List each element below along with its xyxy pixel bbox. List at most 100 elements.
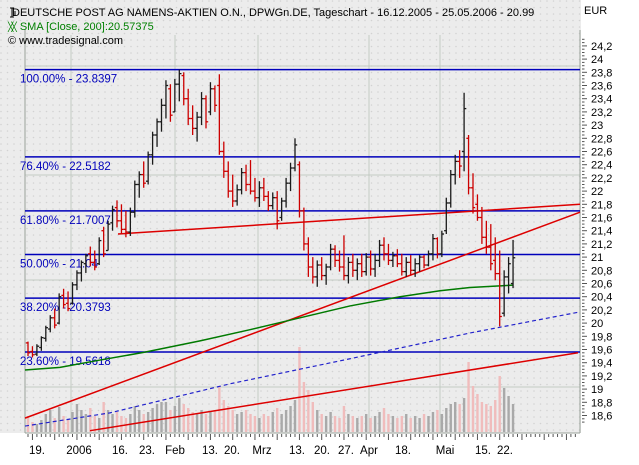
volume-bar: [267, 416, 270, 432]
volume-bar: [204, 414, 208, 432]
y-axis-label: 22,6: [591, 147, 612, 159]
volume-bar: [133, 406, 136, 432]
x-axis-label: Mai: [436, 445, 455, 457]
y-axis-label: 19: [591, 384, 603, 396]
y-axis-label: 24,2: [591, 41, 612, 53]
volume-bar: [178, 398, 181, 432]
volume-bar: [467, 362, 470, 432]
y-axis-label: 19,2: [591, 371, 612, 383]
y-axis-label: 20,4: [591, 292, 612, 304]
volume-bar: [284, 410, 288, 432]
y-axis-label: 22,2: [591, 173, 612, 185]
y-axis-label: 23,8: [591, 67, 612, 79]
volume-bar: [244, 410, 248, 432]
sma-indicator-icon: ╳╳: [8, 22, 17, 32]
volume-bar: [324, 416, 328, 432]
volume-bar: [218, 386, 221, 432]
volume-bar: [307, 390, 310, 432]
trendline-upper-resistance: [117, 203, 581, 235]
x-axis-label: 15.: [475, 445, 491, 457]
y-axis-label: 19,4: [591, 358, 612, 370]
volume-bar: [396, 418, 399, 432]
y-axis-label: 18,6: [591, 411, 612, 423]
x-axis-label: Feb: [165, 445, 185, 457]
x-axis-label: Apr: [360, 445, 378, 457]
volume-bar: [71, 412, 74, 432]
volume-bar: [418, 418, 421, 432]
volume-bar: [316, 410, 319, 432]
x-axis-label: 18.: [395, 445, 411, 457]
volume-bar: [360, 416, 363, 432]
volume-bar: [62, 416, 65, 432]
volume-bar: [129, 414, 132, 432]
volume-bar: [57, 407, 61, 432]
x-axis-label: 23.: [139, 445, 155, 457]
x-axis-label: 16.: [112, 445, 128, 457]
y-axis-label: 21,8: [591, 199, 612, 211]
volume-bar: [342, 406, 346, 432]
volume-bar: [209, 412, 212, 432]
x-axis-label: 20.: [314, 445, 330, 457]
volume-bar: [293, 400, 297, 432]
volume-bar: [289, 406, 292, 432]
volume-bar: [93, 416, 96, 432]
y-axis-label: 23: [591, 120, 603, 132]
volume-bar: [155, 404, 159, 432]
y-axis-label: 19,6: [591, 345, 612, 357]
x-axis-label: 13.: [202, 445, 218, 457]
x-axis-label: 19.: [29, 445, 45, 457]
y-axis-label: 23,6: [591, 81, 612, 93]
volume-bar: [173, 406, 177, 432]
trendline-lower-support: [89, 352, 579, 432]
volume-bar: [115, 412, 119, 432]
volume-bar: [53, 418, 56, 432]
fibonacci-label: 38.20% - 20.3793: [20, 302, 111, 314]
volume-bar: [511, 404, 515, 432]
x-axis-label: 20.: [224, 445, 240, 457]
volume-bar: [231, 410, 234, 432]
volume-bar: [498, 376, 501, 432]
y-axis-label: 23,2: [591, 107, 612, 119]
volume-bar: [369, 418, 372, 432]
x-axis-label: 13.: [289, 445, 305, 457]
dashed-support-line: [24, 311, 581, 427]
volume-bar: [66, 420, 70, 432]
volume-bar: [311, 402, 314, 432]
volume-bar: [471, 386, 475, 432]
volume-bar: [356, 418, 359, 432]
chart-title: DEUTSCHE POST AG NAMENS-AKTIEN O.N., DPW…: [12, 7, 535, 19]
volume-bar: [458, 404, 461, 432]
volume-bar: [405, 414, 408, 432]
volume-bar: [258, 418, 261, 432]
volume-bar: [329, 412, 332, 432]
y-axis-label: 19,8: [591, 331, 612, 343]
volume-bar: [489, 406, 492, 432]
volume-bar: [373, 416, 377, 432]
volume-bar: [213, 410, 217, 432]
sma200-line: [24, 284, 514, 371]
volume-bar: [142, 414, 145, 432]
currency-label: EUR: [584, 5, 608, 17]
x-axis-label: Mrz: [252, 445, 271, 457]
volume-bar: [338, 418, 341, 432]
volume-bar: [382, 408, 386, 432]
y-axis-label: 21: [591, 252, 603, 264]
x-axis-label: 27.: [338, 445, 354, 457]
volume-bar: [102, 402, 105, 432]
indicator-label: SMA [Close, 200]:20.57375: [19, 21, 154, 33]
volume-bar: [387, 414, 390, 432]
volume-bar: [449, 404, 452, 432]
volume-bar: [262, 414, 266, 432]
y-axis-label: 22,8: [591, 133, 612, 145]
volume-bar: [347, 414, 350, 432]
y-axis-label: 23,4: [591, 94, 612, 106]
x-axis-label: 22.: [497, 445, 513, 457]
volume-bar: [89, 408, 92, 432]
volume-bar: [169, 410, 172, 432]
volume-bar: [200, 410, 203, 432]
volume-bar: [222, 400, 225, 432]
volume-bar: [240, 412, 243, 432]
volume-bar: [235, 414, 239, 432]
y-axis-label: 21,4: [591, 226, 612, 238]
indicator-legend: ╳╳ SMA [Close, 200]:20.57375: [8, 21, 154, 33]
